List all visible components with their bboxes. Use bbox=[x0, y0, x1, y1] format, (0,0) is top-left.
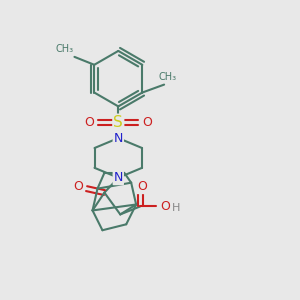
Text: N: N bbox=[114, 132, 123, 145]
Text: S: S bbox=[113, 115, 123, 130]
Text: O: O bbox=[85, 116, 94, 129]
Text: O: O bbox=[142, 116, 152, 129]
Text: N: N bbox=[114, 171, 123, 184]
Text: CH₃: CH₃ bbox=[158, 72, 176, 82]
Text: O: O bbox=[160, 200, 170, 213]
Text: H: H bbox=[172, 203, 180, 214]
Text: CH₃: CH₃ bbox=[56, 44, 74, 54]
Text: O: O bbox=[74, 180, 84, 193]
Text: O: O bbox=[137, 180, 147, 193]
